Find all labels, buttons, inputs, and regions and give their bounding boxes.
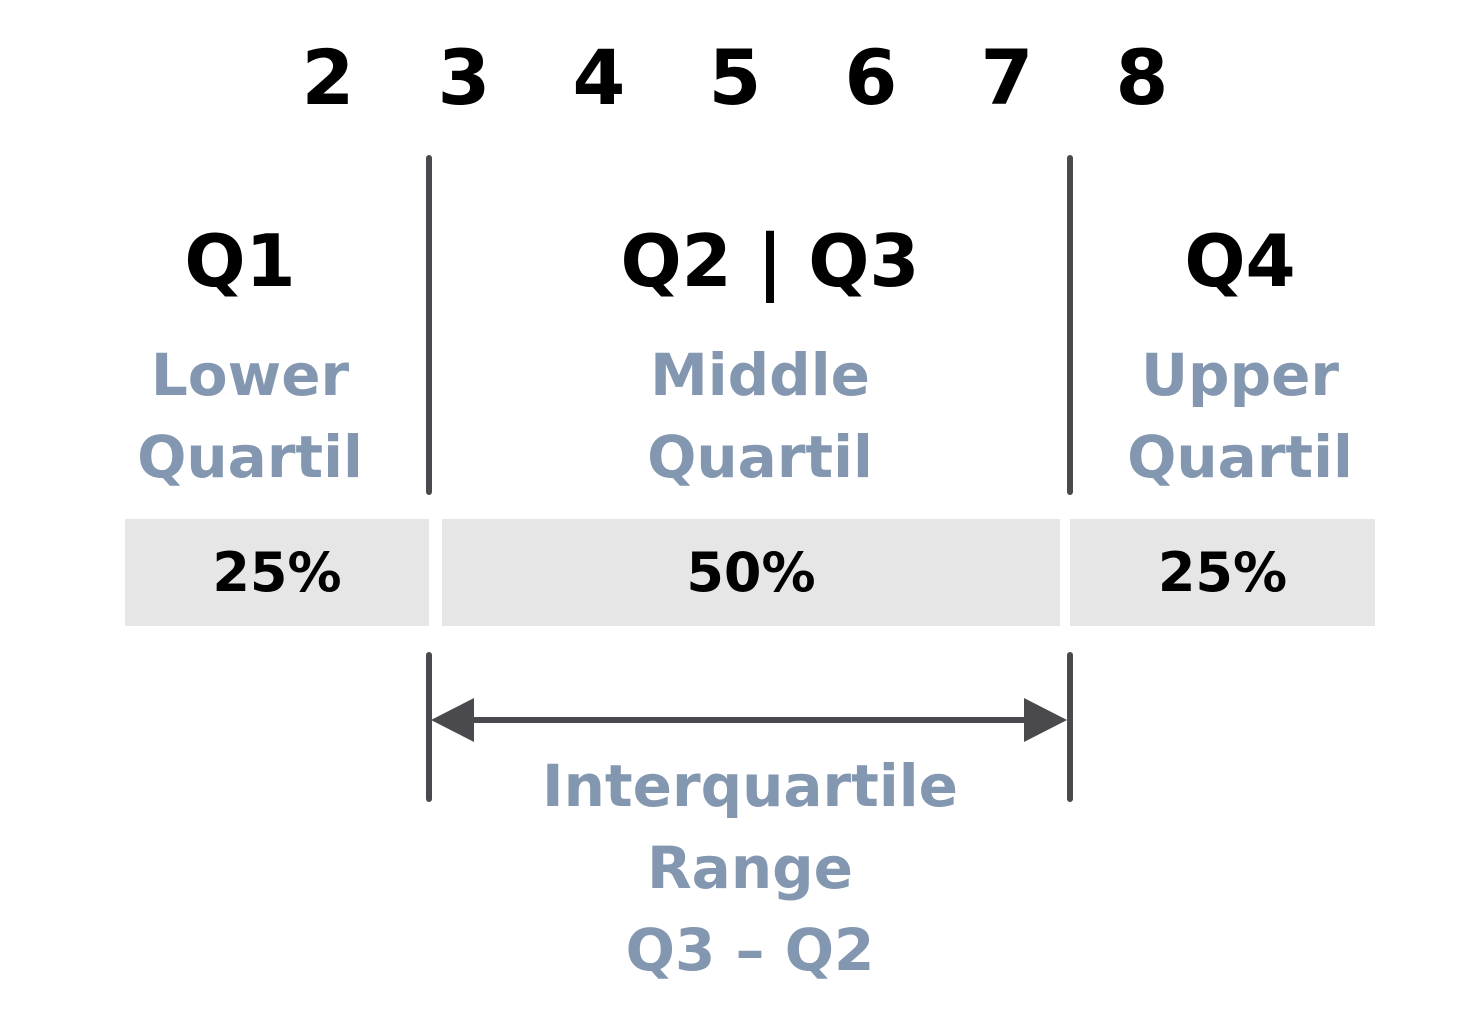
mid-percent-band: 50% [442,519,1060,626]
q1-percent: 25% [212,541,342,604]
q4-percent-band: 25% [1070,519,1375,626]
value-7: 7 [980,33,1034,122]
q1-heading: Q1 [184,219,296,303]
q4-heading: Q4 [1184,219,1296,303]
value-2: 2 [301,33,355,122]
divider-right [1067,155,1073,495]
q4-desc-line2: Quartil [1127,423,1353,491]
divider-left [426,155,432,495]
mid-percent: 50% [686,541,816,604]
q1-description: Lower Quartil [100,334,400,498]
q4-desc-line1: Upper [1140,341,1340,409]
value-3: 3 [437,33,491,122]
q1-desc-line2: Quartil [137,423,363,491]
iqr-arrowhead-left [431,698,474,742]
q1-desc-line1: Lower [150,341,350,409]
q4-percent: 25% [1157,541,1288,604]
q4-description: Upper Quartil [1090,334,1390,498]
mid-desc-line2: Quartil [647,423,873,491]
iqr-label-line3: Q3 – Q2 [625,916,875,984]
iqr-arrowhead-right [1024,698,1067,742]
iqr-label-line2: Range [647,834,853,902]
iqr-label: Interquartile Range Q3 – Q2 [450,745,1050,991]
mid-desc-line1: Middle [650,341,870,409]
q2-q3-heading: Q2 | Q3 [620,219,920,303]
value-6: 6 [844,33,898,122]
iqr-boundary-right [1067,652,1073,802]
value-8: 8 [1115,33,1169,122]
iqr-boundary-left [426,652,432,802]
q1-percent-band: 25% [125,519,429,626]
value-4: 4 [572,33,626,122]
value-5: 5 [708,33,762,122]
mid-description: Middle Quartil [610,334,910,498]
iqr-label-line1: Interquartile [542,752,958,820]
